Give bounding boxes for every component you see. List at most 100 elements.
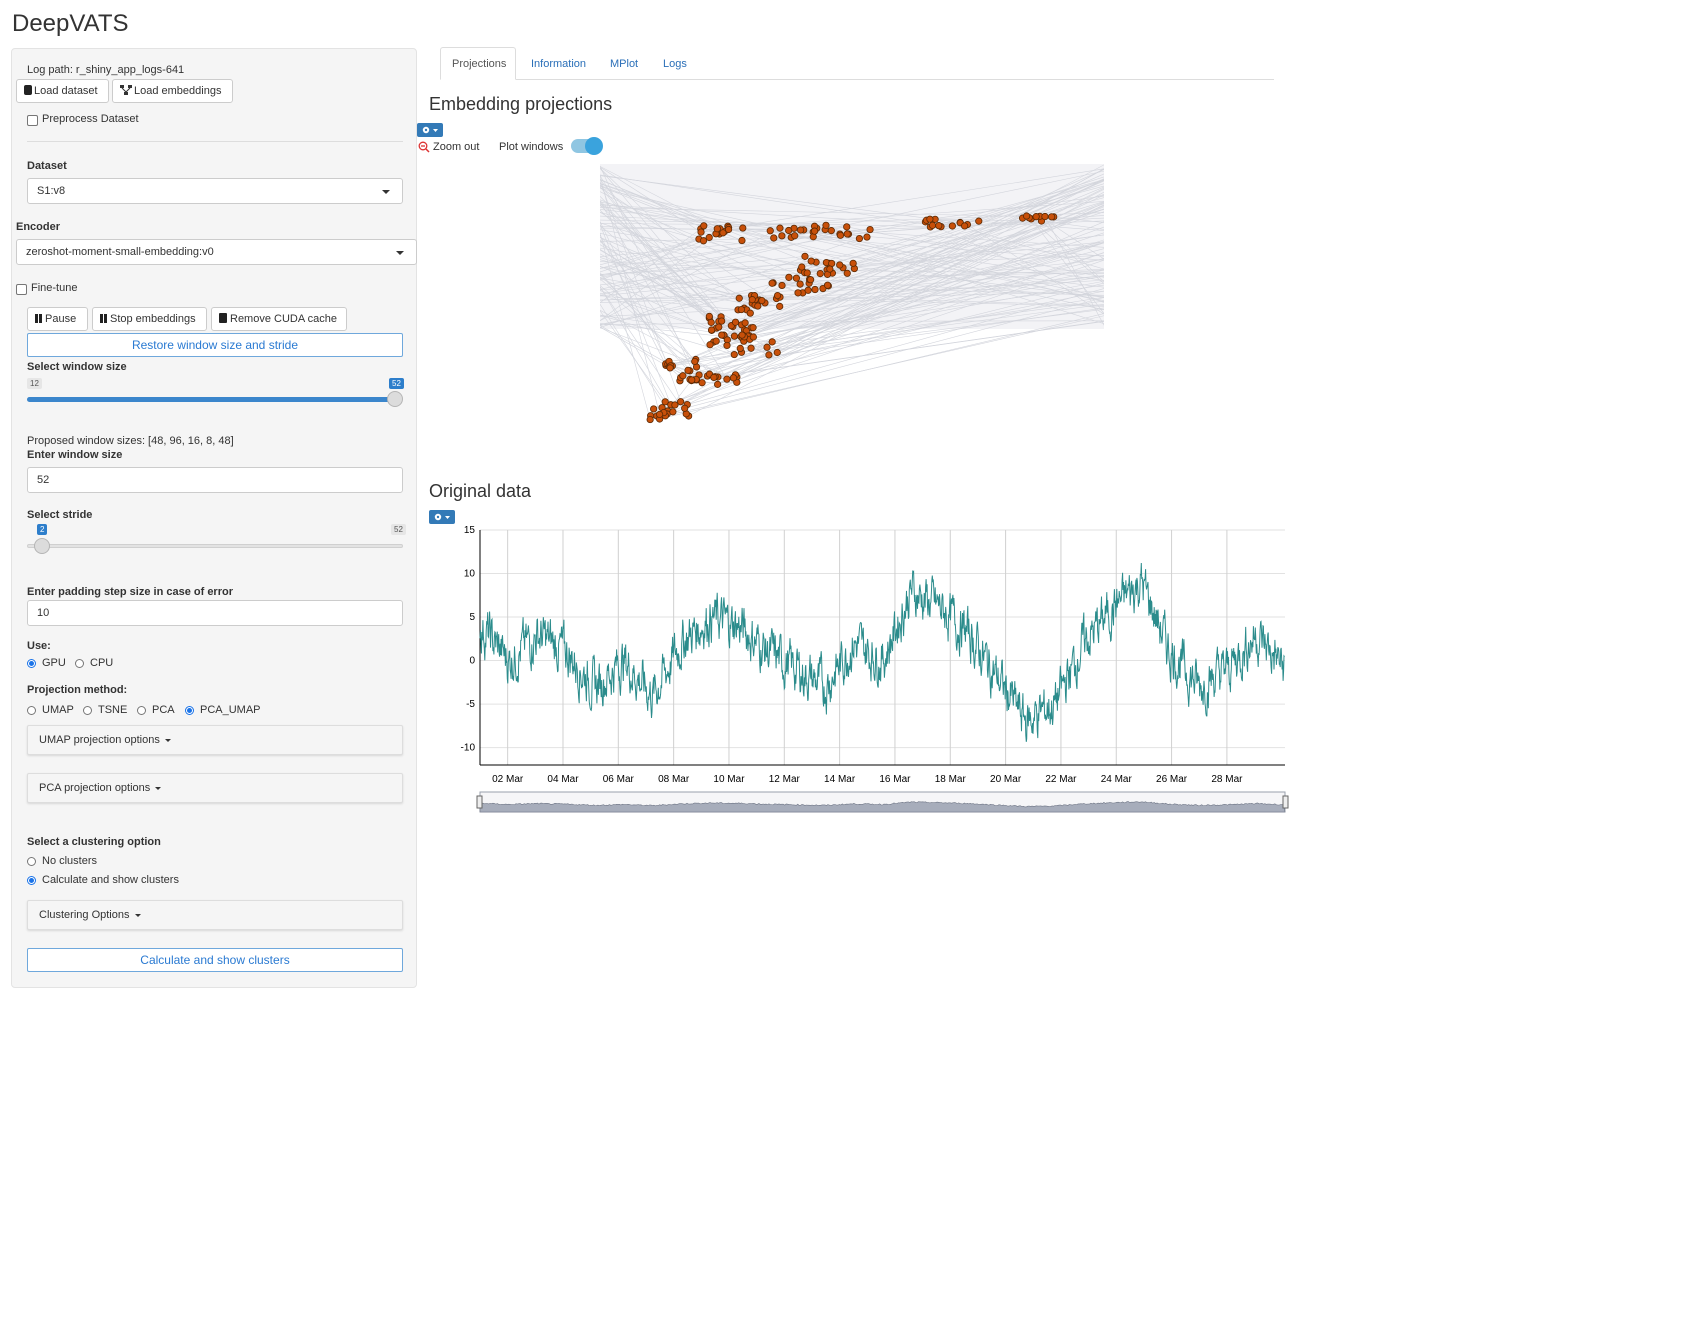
projection-point[interactable] [747, 344, 755, 352]
projection-point[interactable] [661, 398, 669, 406]
range-handle-right[interactable] [1282, 795, 1289, 809]
projection-point[interactable] [827, 227, 835, 235]
projection-point[interactable] [811, 285, 819, 294]
projection-point[interactable] [738, 236, 746, 245]
pca-options-toggle[interactable]: PCA projection options [27, 773, 403, 803]
projection-point[interactable] [679, 372, 687, 380]
load-embeddings-button[interactable]: Load embeddings [112, 79, 233, 103]
projection-point[interactable] [823, 281, 832, 289]
tab-projections[interactable] [440, 47, 516, 80]
projection-point[interactable] [791, 232, 799, 240]
projection-point[interactable] [714, 380, 722, 388]
tab-mplot[interactable]: MPlot [610, 58, 639, 70]
projection-point[interactable] [778, 232, 786, 240]
zoom-out-icon[interactable] [418, 140, 430, 158]
projection-point[interactable] [836, 261, 844, 269]
projection-point[interactable] [1048, 213, 1056, 221]
projection-point[interactable] [948, 222, 956, 230]
calculate-clusters-button[interactable]: Calculate and show clusters [27, 948, 403, 972]
projection-point[interactable] [731, 318, 740, 326]
no-clusters-radio[interactable] [27, 857, 36, 866]
projection-point[interactable] [748, 296, 756, 304]
projection-point[interactable] [741, 319, 749, 327]
restore-window-button[interactable]: Restore window size and stride [27, 333, 403, 357]
projection-point[interactable] [677, 398, 685, 406]
projection-point[interactable] [766, 227, 774, 235]
encoder-select[interactable]: zeroshot-moment-small-embedding:v0 [16, 239, 417, 265]
projection-point[interactable] [961, 222, 969, 230]
projection-point[interactable] [666, 364, 674, 372]
projection-point[interactable] [855, 234, 864, 243]
projection-point[interactable] [798, 263, 806, 271]
pca-umap-radio[interactable] [185, 706, 194, 715]
projection-point[interactable] [758, 296, 766, 305]
projection-point[interactable] [816, 270, 824, 278]
window-size-input[interactable]: 52 [27, 467, 403, 493]
projection-point[interactable] [735, 294, 743, 302]
projection-point[interactable] [671, 401, 679, 409]
projection-point[interactable] [763, 343, 771, 351]
projection-point[interactable] [785, 226, 793, 235]
projection-point[interactable] [975, 217, 983, 225]
projection-point[interactable] [770, 234, 778, 242]
umap-options-toggle[interactable]: UMAP projection options [27, 725, 403, 755]
projection-point[interactable] [810, 227, 819, 235]
projection-point[interactable] [715, 323, 723, 331]
padding-input[interactable]: 10 [27, 600, 403, 626]
projection-point[interactable] [843, 223, 851, 231]
projection-point[interactable] [843, 230, 851, 238]
projection-point[interactable] [754, 302, 762, 310]
embedding-settings-button[interactable] [417, 123, 443, 137]
projection-point[interactable] [699, 237, 708, 245]
projection-point[interactable] [836, 231, 845, 239]
projection-point[interactable] [822, 221, 830, 229]
projection-point[interactable] [718, 331, 726, 339]
projection-point[interactable] [794, 289, 802, 297]
projection-point[interactable] [796, 280, 804, 288]
projection-point[interactable] [866, 225, 874, 234]
projection-point[interactable] [730, 332, 739, 340]
embedding-scatter[interactable] [600, 164, 1104, 434]
projection-point[interactable] [705, 312, 713, 320]
projection-point[interactable] [776, 302, 784, 310]
projection-point[interactable] [737, 305, 745, 314]
projection-point[interactable] [826, 265, 834, 273]
preprocess-checkbox[interactable] [27, 115, 38, 126]
projection-point[interactable] [804, 286, 812, 294]
projection-point[interactable] [718, 317, 726, 325]
projection-point[interactable] [646, 415, 654, 424]
projection-point[interactable] [773, 291, 782, 300]
projection-point[interactable] [935, 222, 943, 230]
projection-point[interactable] [801, 252, 809, 260]
cpu-radio[interactable] [75, 659, 84, 668]
window-slider-track[interactable] [27, 397, 397, 402]
umap-radio[interactable] [27, 706, 36, 715]
projection-point[interactable] [688, 376, 696, 384]
projection-point[interactable] [768, 338, 776, 346]
gpu-radio[interactable] [27, 659, 36, 668]
finetune-checkbox[interactable] [16, 284, 27, 295]
stride-slider-handle[interactable] [34, 538, 50, 554]
load-dataset-button[interactable]: Load dataset [16, 79, 109, 103]
projection-point[interactable] [650, 405, 658, 413]
remove-cuda-cache-button[interactable]: Remove CUDA cache [211, 307, 347, 331]
projection-point[interactable] [724, 225, 733, 234]
projection-point[interactable] [803, 269, 811, 277]
projection-point[interactable] [656, 410, 664, 419]
projection-point[interactable] [707, 326, 716, 334]
projection-point[interactable] [723, 375, 731, 383]
projection-point[interactable] [712, 337, 720, 345]
projection-point[interactable] [807, 257, 815, 265]
projection-point[interactable] [765, 351, 773, 359]
projection-point[interactable] [719, 229, 727, 237]
projection-point[interactable] [849, 259, 857, 267]
zoom-out-label[interactable]: Zoom out [433, 141, 480, 153]
projection-point[interactable] [723, 341, 731, 350]
projection-point[interactable] [792, 274, 801, 282]
calc-clusters-radio[interactable] [27, 876, 36, 885]
projection-point[interactable] [746, 309, 754, 317]
projection-point[interactable] [863, 233, 871, 241]
projection-point[interactable] [706, 341, 714, 349]
projection-point[interactable] [768, 279, 776, 287]
projection-point[interactable] [926, 215, 934, 223]
